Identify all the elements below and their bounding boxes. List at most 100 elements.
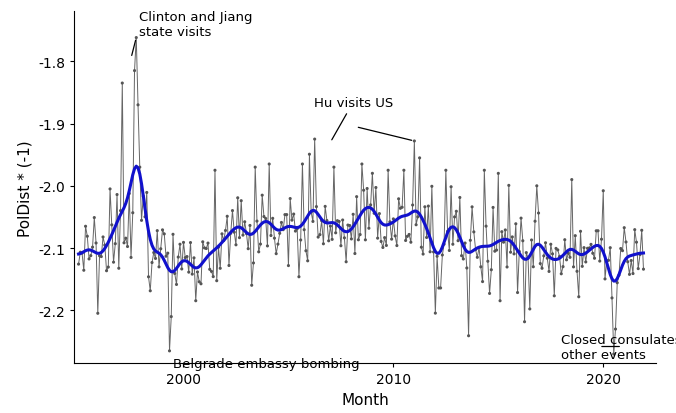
- Point: [376, 239, 387, 245]
- Point: [204, 266, 215, 273]
- Point: [266, 233, 276, 239]
- Point: [191, 298, 201, 304]
- Point: [206, 268, 217, 275]
- Point: [255, 241, 266, 248]
- Point: [538, 253, 549, 259]
- Point: [183, 269, 194, 276]
- Point: [573, 294, 584, 300]
- Point: [635, 252, 646, 258]
- Point: [218, 237, 229, 244]
- Point: [140, 214, 151, 221]
- Point: [178, 240, 189, 246]
- Point: [168, 231, 178, 238]
- Point: [316, 218, 327, 225]
- Point: [386, 236, 397, 243]
- Point: [241, 231, 252, 237]
- Point: [234, 235, 245, 241]
- Point: [444, 247, 455, 254]
- Point: [161, 253, 172, 260]
- Point: [551, 245, 562, 252]
- Point: [585, 242, 596, 248]
- Point: [147, 260, 158, 266]
- Point: [381, 242, 392, 249]
- Point: [352, 194, 362, 200]
- Point: [216, 231, 227, 237]
- Point: [489, 248, 500, 255]
- Point: [276, 220, 287, 226]
- Point: [404, 232, 414, 238]
- Point: [454, 195, 465, 201]
- Point: [287, 217, 297, 224]
- Point: [112, 192, 122, 198]
- Point: [484, 290, 495, 297]
- Point: [136, 218, 147, 224]
- Point: [189, 255, 199, 261]
- Point: [423, 203, 434, 210]
- Point: [526, 237, 537, 244]
- Point: [581, 259, 592, 266]
- Point: [598, 188, 608, 195]
- Point: [577, 263, 587, 270]
- Point: [192, 269, 203, 275]
- Point: [225, 230, 236, 237]
- Point: [633, 266, 644, 272]
- Point: [364, 225, 375, 232]
- Point: [356, 161, 367, 168]
- Point: [418, 251, 429, 258]
- Point: [346, 236, 357, 243]
- Point: [103, 264, 114, 271]
- Point: [118, 240, 129, 247]
- Point: [385, 219, 395, 225]
- Point: [96, 254, 107, 260]
- Point: [108, 259, 119, 266]
- Point: [593, 228, 604, 235]
- Point: [78, 267, 89, 274]
- Point: [349, 251, 360, 257]
- Point: [629, 227, 640, 233]
- Point: [301, 248, 312, 254]
- Point: [82, 233, 93, 240]
- Point: [334, 218, 345, 225]
- Point: [250, 164, 261, 171]
- Point: [507, 234, 518, 241]
- Point: [343, 222, 354, 229]
- Point: [171, 282, 182, 288]
- Point: [570, 233, 581, 240]
- Point: [89, 215, 99, 221]
- Point: [228, 229, 239, 236]
- Point: [472, 254, 483, 261]
- Point: [398, 168, 409, 174]
- Point: [288, 211, 299, 218]
- Point: [638, 266, 649, 273]
- Point: [152, 228, 163, 235]
- Point: [502, 264, 512, 271]
- Text: Hu visits US: Hu visits US: [314, 96, 393, 140]
- Point: [157, 227, 168, 234]
- Point: [374, 211, 385, 217]
- Point: [605, 245, 616, 252]
- Point: [439, 241, 450, 248]
- Point: [322, 218, 333, 224]
- Point: [195, 281, 206, 287]
- Point: [283, 263, 294, 269]
- Point: [120, 235, 131, 242]
- Point: [311, 204, 322, 211]
- Point: [547, 251, 558, 258]
- Point: [297, 161, 308, 168]
- Point: [627, 271, 638, 277]
- Point: [602, 258, 612, 265]
- Point: [566, 177, 577, 183]
- Point: [308, 218, 318, 225]
- Point: [272, 241, 283, 248]
- Point: [254, 249, 264, 256]
- Point: [425, 249, 435, 256]
- Point: [612, 280, 623, 286]
- Point: [479, 168, 489, 174]
- Point: [222, 214, 233, 220]
- Point: [412, 214, 423, 221]
- Point: [185, 240, 196, 246]
- Point: [626, 258, 637, 264]
- Point: [201, 246, 212, 252]
- Point: [465, 237, 476, 244]
- Point: [227, 208, 238, 214]
